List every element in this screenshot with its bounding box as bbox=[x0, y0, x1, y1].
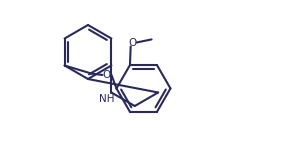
Text: O: O bbox=[129, 39, 137, 49]
Text: NH: NH bbox=[99, 93, 114, 103]
Text: O: O bbox=[102, 70, 110, 80]
